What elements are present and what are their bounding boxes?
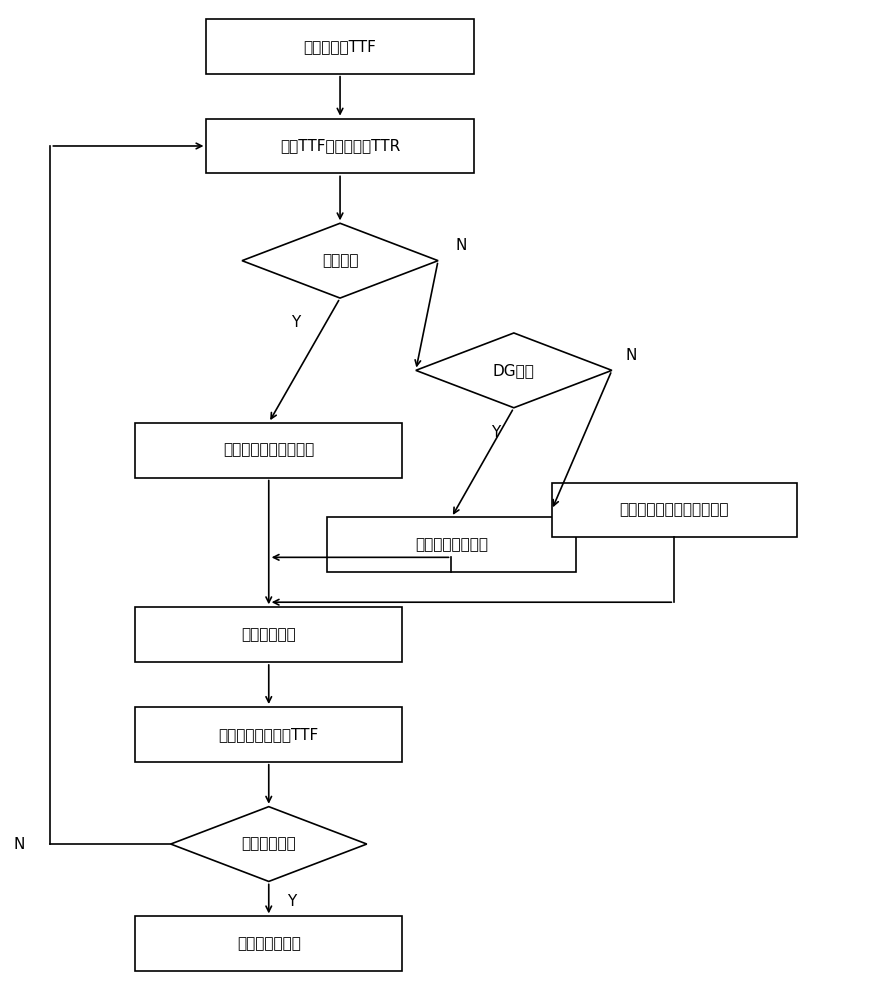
- Text: N: N: [625, 348, 637, 363]
- Text: 缺供电量计算: 缺供电量计算: [241, 627, 296, 642]
- FancyBboxPatch shape: [207, 19, 474, 74]
- Polygon shape: [242, 223, 438, 298]
- Text: 故障影响馈线负荷转供: 故障影响馈线负荷转供: [224, 443, 315, 458]
- Polygon shape: [171, 807, 367, 881]
- Text: Y: Y: [492, 425, 501, 440]
- Text: N: N: [456, 238, 468, 253]
- FancyBboxPatch shape: [326, 517, 577, 572]
- FancyBboxPatch shape: [135, 707, 402, 762]
- Text: 主变故障: 主变故障: [322, 253, 358, 268]
- Text: 故障元件产生新的TTF: 故障元件产生新的TTF: [219, 727, 319, 742]
- Text: Y: Y: [291, 315, 300, 330]
- FancyBboxPatch shape: [135, 423, 402, 478]
- FancyBboxPatch shape: [207, 119, 474, 173]
- Text: 本馈线过负荷转供: 本馈线过负荷转供: [415, 537, 488, 552]
- Text: 产生元件的TTF: 产生元件的TTF: [304, 39, 376, 54]
- Polygon shape: [416, 333, 611, 408]
- Text: 故障影响馈线分区负荷转供: 故障影响馈线分区负荷转供: [620, 502, 729, 517]
- Text: 最小TTF元件，产生TTR: 最小TTF元件，产生TTR: [280, 138, 401, 153]
- Text: Y: Y: [287, 894, 296, 909]
- FancyBboxPatch shape: [135, 607, 402, 662]
- Text: N: N: [13, 837, 25, 852]
- Text: DG故障: DG故障: [493, 363, 535, 378]
- FancyBboxPatch shape: [552, 483, 797, 537]
- Text: 可靠性指标输出: 可靠性指标输出: [237, 936, 300, 951]
- Text: 满足精度要求: 满足精度要求: [241, 837, 296, 852]
- FancyBboxPatch shape: [135, 916, 402, 971]
